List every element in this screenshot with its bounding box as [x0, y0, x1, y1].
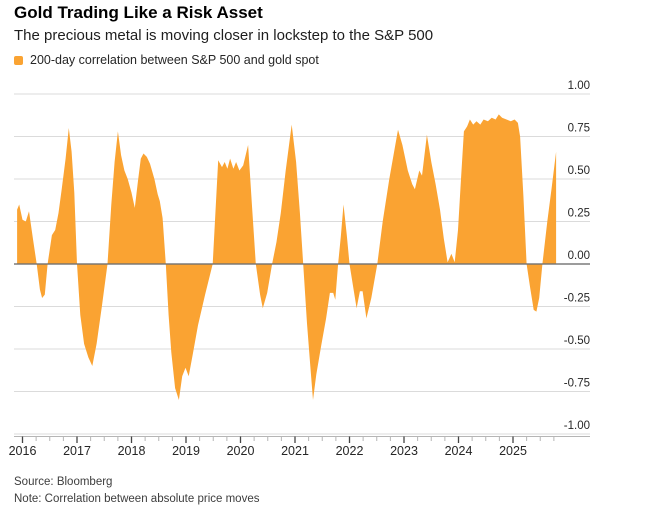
x-axis-tick-label: 2024: [445, 444, 473, 458]
y-axis-tick-label: 0.50: [568, 165, 590, 177]
y-axis-tick-label: 0.75: [568, 123, 590, 135]
y-axis-tick-label: 1.00: [568, 80, 590, 92]
chart-footer: Source: Bloomberg Note: Correlation betw…: [14, 474, 259, 507]
chart-subtitle: The precious metal is moving closer in l…: [14, 27, 434, 44]
legend-label: 200-day correlation between S&P 500 and …: [30, 53, 319, 67]
methodology-note: Note: Correlation between absolute price…: [14, 492, 260, 505]
x-axis-tick-label: 2021: [281, 444, 309, 458]
y-axis-tick-label: -1.00: [564, 420, 590, 432]
y-axis-tick-label: -0.75: [564, 378, 590, 390]
y-axis-tick-label: 0.00: [568, 250, 590, 262]
correlation-area-series: [17, 114, 557, 401]
x-axis-tick-label: 2016: [9, 444, 37, 458]
x-axis-tick-label: 2019: [172, 444, 200, 458]
legend: 200-day correlation between S&P 500 and …: [14, 53, 319, 67]
x-axis-tick-label: 2020: [227, 444, 255, 458]
x-axis-tick-label: 2018: [118, 444, 146, 458]
x-axis-tick-label: 2025: [499, 444, 527, 458]
x-axis-tick-label: 2023: [390, 444, 418, 458]
legend-swatch-icon: [14, 55, 23, 65]
source-note: Source: Bloomberg: [14, 476, 113, 488]
y-axis-tick-label: -0.25: [564, 293, 590, 305]
chart-title: Gold Trading Like a Risk Asset: [14, 3, 263, 22]
correlation-area-chart: 1.00 0.75 0.50 0.25 0.00 -0.25 -0.50 -0.75 -1.00…: [9, 80, 590, 458]
y-axis-tick-label: -0.50: [564, 335, 590, 347]
x-axis-tick-label: 2017: [63, 444, 91, 458]
x-axis-tick-label: 2022: [336, 444, 364, 458]
y-axis-tick-label: 0.25: [568, 208, 590, 220]
